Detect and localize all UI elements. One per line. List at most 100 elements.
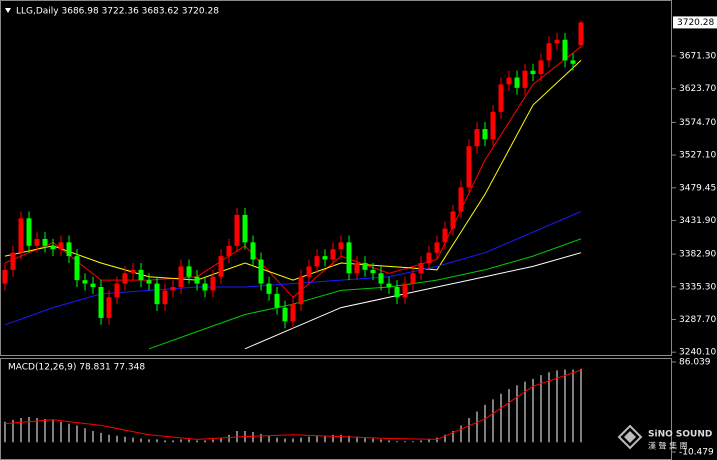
candle-body <box>250 242 256 260</box>
candle-body <box>138 269 144 281</box>
candle-body <box>378 273 384 284</box>
candle-body <box>306 266 312 277</box>
candle-body <box>18 218 24 253</box>
price-tag-label: 3720.28 <box>677 18 714 28</box>
watermark-logo-core <box>624 431 636 443</box>
candle-body <box>314 256 320 267</box>
candle-body <box>482 129 488 140</box>
y-tick-label: 3623.70 <box>679 84 716 94</box>
candle-body <box>346 242 352 274</box>
candle-body <box>370 269 376 274</box>
candle-body <box>570 60 576 64</box>
candle-body <box>426 252 432 263</box>
price-tag <box>673 16 717 29</box>
candle-body <box>194 276 200 284</box>
candle-body <box>386 283 392 288</box>
candle-body <box>170 287 176 291</box>
candle-body <box>242 214 248 243</box>
watermark-text: SiNO SOUND <box>648 430 712 440</box>
candle-body <box>210 276 216 291</box>
y-tick-label: 3287.70 <box>679 315 716 325</box>
candle-body <box>218 256 224 277</box>
candle-body <box>130 269 136 274</box>
candle-body <box>354 262 360 274</box>
candle-body <box>530 70 536 75</box>
candle-body <box>506 77 512 85</box>
y-tick-label: 3431.90 <box>679 216 716 226</box>
candle-body <box>114 283 120 298</box>
candle-body <box>402 283 408 298</box>
candle-body <box>178 266 184 288</box>
candle-body <box>562 39 568 61</box>
candle-body <box>50 245 56 250</box>
candle-body <box>146 280 152 284</box>
candle-body <box>74 256 80 281</box>
candle-body <box>42 238 48 246</box>
candle-body <box>522 70 528 88</box>
macd-signal-line <box>4 369 582 440</box>
candle-body <box>274 293 280 308</box>
chart-title: LLG,Daily 3686.98 3722.36 3683.62 3720.2… <box>16 7 219 17</box>
macd-title: MACD(12,26,9) 78.831 77.348 <box>8 363 145 373</box>
candle-body <box>362 262 368 270</box>
moving-average-line <box>244 252 582 350</box>
candle-body <box>90 283 96 288</box>
candle-body <box>322 256 328 260</box>
candle-body <box>122 273 128 284</box>
candle-body <box>226 245 232 257</box>
candle-body <box>330 249 336 260</box>
candle-body <box>514 77 520 88</box>
candle-body <box>298 276 304 305</box>
watermark-subtext: 漢 聲 集 團 <box>648 441 688 451</box>
candle-body <box>418 262 424 274</box>
candle-body <box>498 84 504 112</box>
macd-y-tick-label: -10.479 <box>679 448 714 458</box>
macd-y-tick-label: 86.039 <box>679 358 711 368</box>
candle-body <box>2 269 8 284</box>
moving-average-line <box>4 46 582 298</box>
candle-body <box>82 280 88 284</box>
y-tick-label: 3574.70 <box>679 118 716 128</box>
candle-body <box>290 304 296 322</box>
candle-body <box>258 259 264 284</box>
candle-body <box>466 146 472 188</box>
candle-body <box>410 273 416 284</box>
watermark-logo <box>617 424 643 450</box>
watermark: SiNO SOUND 漢 聲 集 團 <box>617 424 712 451</box>
y-tick-label: 3335.30 <box>679 282 716 292</box>
candle-body <box>450 211 456 229</box>
candle-body <box>578 22 584 46</box>
candle-body <box>394 287 400 298</box>
moving-average-line <box>4 60 582 281</box>
main-panel-frame <box>0 0 672 356</box>
menu-triangle <box>5 8 11 13</box>
y-tick-label: 3479.45 <box>679 183 716 193</box>
candle-body <box>10 252 16 270</box>
candle-body <box>58 242 64 250</box>
candle-body <box>490 111 496 140</box>
y-tick-label: 3240.10 <box>679 348 716 358</box>
candle-body <box>282 307 288 322</box>
moving-average-line <box>148 238 582 350</box>
candle-body <box>106 297 112 318</box>
candle-body <box>66 242 72 257</box>
candle-body <box>162 290 168 305</box>
y-tick-label: 3382.90 <box>679 250 716 260</box>
candle-body <box>26 218 32 246</box>
candle-body <box>538 60 544 75</box>
candle-body <box>474 129 480 147</box>
candle-body <box>234 214 240 246</box>
candle-body <box>554 39 560 44</box>
y-tick-label: 3671.30 <box>679 52 716 62</box>
candle-body <box>34 238 40 246</box>
candle-body <box>442 228 448 243</box>
candle-body <box>434 242 440 253</box>
candle-body <box>154 283 160 305</box>
candle-body <box>458 187 464 212</box>
candle-body <box>546 43 552 61</box>
candle-body <box>266 283 272 294</box>
candle-body <box>186 266 192 277</box>
candle-body <box>338 242 344 250</box>
